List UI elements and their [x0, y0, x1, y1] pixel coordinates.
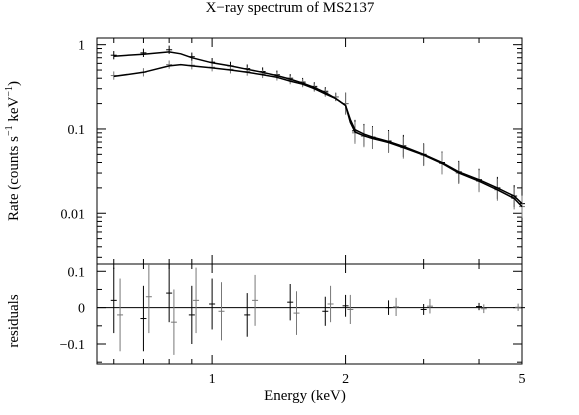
chart-title: X−ray spectrum of MS2137 — [206, 0, 375, 16]
x-axis-ticks: 1 2 5 — [113, 38, 526, 387]
residuals-y-axis-label: residuals — [6, 294, 22, 347]
x-tick-label: 2 — [342, 372, 349, 387]
model-curve — [113, 63, 523, 208]
y-tick-label: 0 — [78, 302, 85, 317]
y-tick-label: −0.1 — [60, 338, 85, 353]
y-tick-label: 1 — [78, 39, 85, 54]
model-curve — [113, 51, 523, 205]
y-tick-label: 0.01 — [61, 207, 86, 222]
spectrum-ticks: 1 0.1 0.01 — [61, 39, 522, 258]
spectrum-series — [110, 45, 525, 218]
x-tick-label: 1 — [209, 372, 216, 387]
residuals-panel: 0.1 0 −0.1 residuals — [6, 263, 525, 365]
residuals-panel-frame — [96, 263, 523, 365]
residuals-series — [97, 264, 525, 355]
x-tick-label: 5 — [519, 372, 526, 387]
y-tick-label: 0.1 — [68, 123, 86, 138]
x-axis-label: Energy (keV) — [264, 388, 346, 404]
spectrum-panel: 1 0.1 0.01 Rate (counts s−1 keV−1) — [4, 37, 525, 265]
spectrum-y-axis-label: Rate (counts s−1 keV−1) — [4, 81, 22, 221]
y-tick-label: 0.1 — [68, 265, 86, 280]
spectrum-panel-frame — [96, 37, 523, 265]
residuals-ticks: 0.1 0 −0.1 — [60, 265, 522, 363]
